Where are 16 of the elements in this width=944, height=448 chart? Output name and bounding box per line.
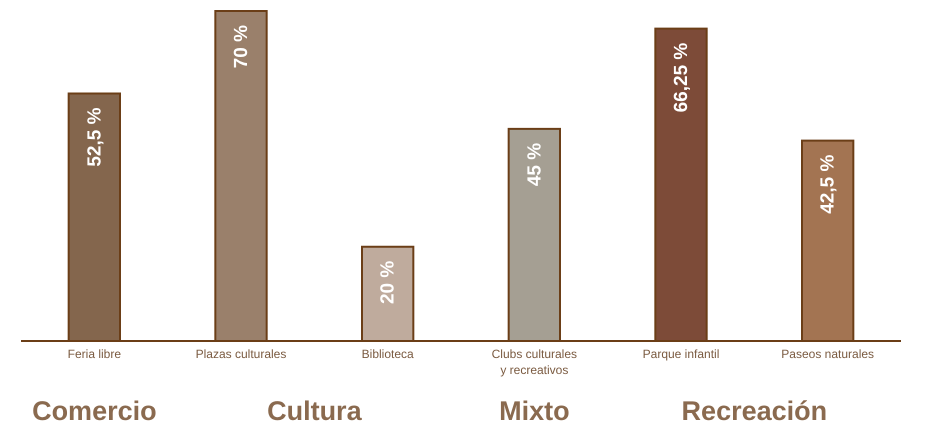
x-tick-label: Parque infantil xyxy=(642,347,720,361)
text: Mixto xyxy=(499,396,570,426)
data-label: 20 % xyxy=(378,260,399,304)
x-tick-label: Feria libre xyxy=(68,347,122,361)
x-tick-label: Biblioteca xyxy=(362,347,414,361)
data-label: 42,5 % xyxy=(818,154,839,214)
data-label: 52,5 % xyxy=(84,107,106,167)
data-label: 66,25 % xyxy=(671,42,692,112)
data-label: 45 % xyxy=(524,142,546,186)
text: Recreación xyxy=(682,396,828,426)
x-tick-label: Plazas culturales xyxy=(196,347,286,361)
text: Cultura xyxy=(267,396,363,426)
data-label: 70 % xyxy=(231,24,252,68)
x-tick-label: Paseos naturales xyxy=(781,347,874,361)
text: Comercio xyxy=(32,396,157,426)
x-tick-label: Clubs culturales y recreativos xyxy=(492,347,578,377)
